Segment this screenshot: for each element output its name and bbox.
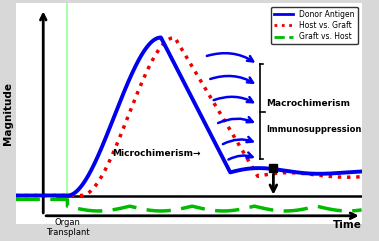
Legend: Donor Antigen, Host vs. Graft, Graft vs. Host: Donor Antigen, Host vs. Graft, Graft vs.… [271, 7, 358, 44]
Text: Microchimerism→: Microchimerism→ [113, 149, 201, 158]
Text: Macrochimerism: Macrochimerism [266, 100, 351, 108]
Text: Organ
Transplant: Organ Transplant [45, 218, 89, 237]
Text: Immunosuppression: Immunosuppression [266, 125, 362, 134]
Text: Time: Time [333, 220, 362, 230]
Y-axis label: Magnitude: Magnitude [3, 82, 13, 145]
